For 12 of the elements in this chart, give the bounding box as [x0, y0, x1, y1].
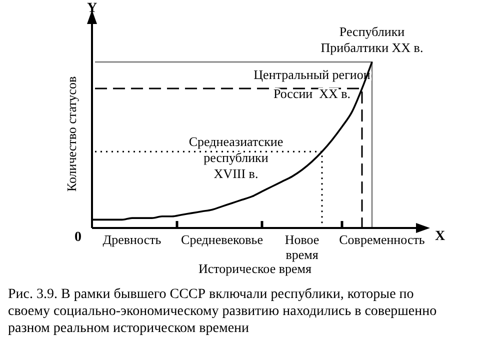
text: 0	[74, 230, 82, 245]
x-axis-title: Историческое время	[198, 261, 312, 276]
ref-line-label: Республики Прибалтики XX в.	[320, 24, 424, 55]
ref-line-label: Среднеазиатские республики XVIII в.	[188, 134, 284, 181]
x-tick-label: Новое время	[284, 232, 320, 262]
text: Рис. 3.9. В рамки бывшего СССР включали республики, которые по своему социально-экономическому развитию находились в совершенно разном реальном историческом времени	[8, 287, 437, 336]
text: X	[434, 229, 446, 244]
x-tick-label: Современность	[339, 232, 425, 247]
x-tick-label: Древность	[102, 232, 162, 247]
text: Y	[86, 1, 98, 16]
x-tick-label: Средневековье	[181, 232, 264, 247]
y-axis-title: Количество статусов	[64, 76, 79, 192]
